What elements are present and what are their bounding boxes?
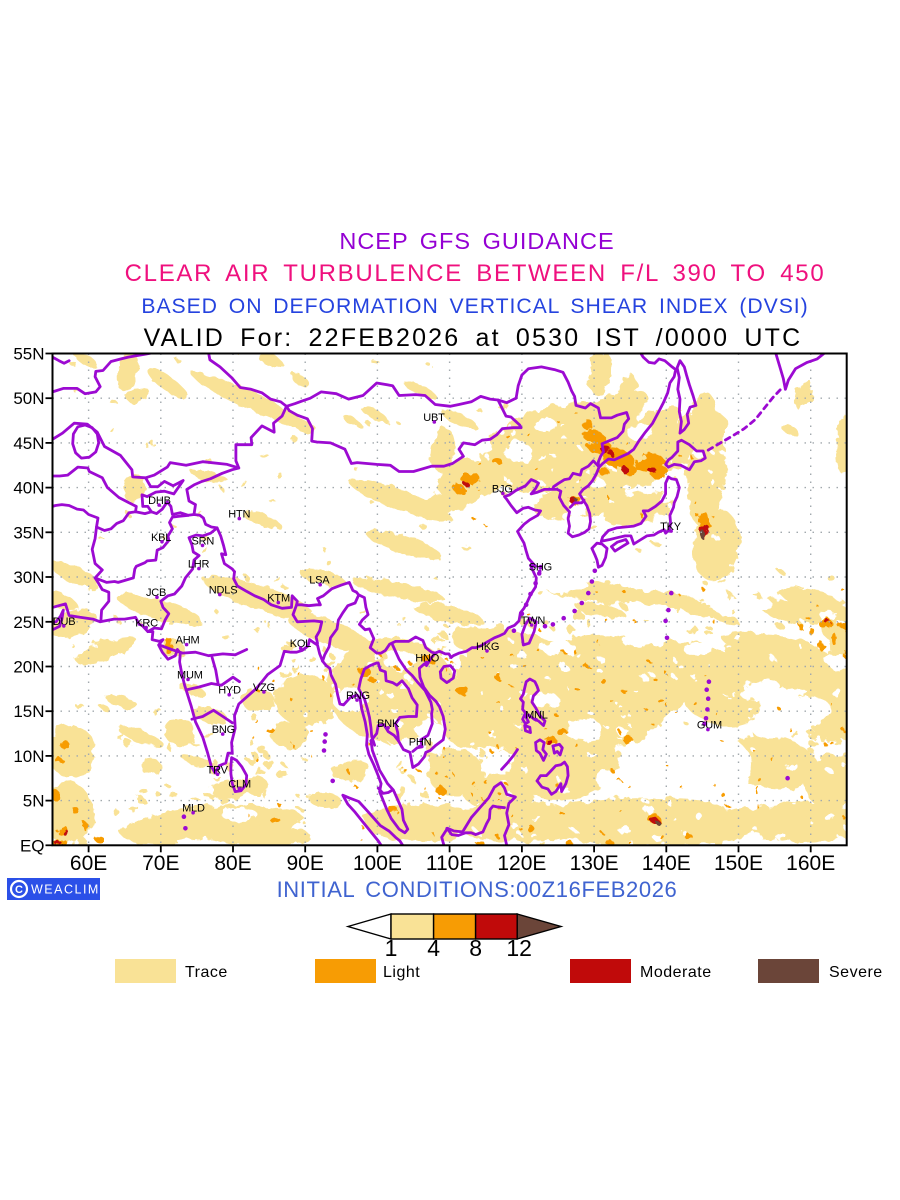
svg-text:150E: 150E — [714, 852, 763, 875]
svg-text:120E: 120E — [497, 852, 546, 875]
svg-text:4: 4 — [427, 935, 440, 961]
svg-text:MNL: MNL — [525, 710, 548, 722]
svg-text:Moderate: Moderate — [640, 964, 712, 981]
svg-text:BASED ON DEFORMATION VERTICAL: BASED ON DEFORMATION VERTICAL SHEAR INDE… — [141, 295, 808, 318]
svg-text:45N: 45N — [13, 434, 44, 453]
svg-text:70E: 70E — [142, 852, 179, 875]
svg-text:AHM: AHM — [176, 635, 200, 647]
svg-text:BJG: BJG — [492, 484, 513, 496]
svg-text:TKY: TKY — [660, 521, 682, 533]
svg-text:DUB: DUB — [53, 616, 76, 628]
svg-text:BNK: BNK — [377, 718, 400, 730]
svg-text:5N: 5N — [23, 792, 45, 811]
svg-text:KOL: KOL — [290, 638, 311, 650]
svg-text:MLD: MLD — [182, 803, 205, 815]
svg-text:UBT: UBT — [423, 412, 445, 424]
svg-text:PHN: PHN — [409, 737, 432, 749]
svg-text:20N: 20N — [13, 658, 44, 677]
svg-text:INITIAL CONDITIONS:00Z16FEB202: INITIAL CONDITIONS:00Z16FEB2026 — [277, 877, 678, 902]
svg-text:CLM: CLM — [228, 779, 251, 791]
svg-text:160E: 160E — [786, 852, 835, 875]
svg-text:Trace: Trace — [185, 964, 228, 981]
svg-text:90E: 90E — [287, 852, 324, 875]
svg-text:GUM: GUM — [697, 720, 722, 732]
svg-text:Light: Light — [383, 964, 420, 981]
svg-text:NCEP GFS GUIDANCE: NCEP GFS GUIDANCE — [339, 228, 614, 254]
svg-text:130E: 130E — [570, 852, 619, 875]
svg-text:35N: 35N — [13, 523, 44, 542]
svg-text:LHR: LHR — [188, 559, 210, 571]
svg-text:HYD: HYD — [218, 685, 241, 697]
svg-text:10N: 10N — [13, 747, 44, 766]
svg-text:KBL: KBL — [151, 532, 171, 544]
svg-text:NDLS: NDLS — [209, 585, 238, 597]
svg-text:30N: 30N — [13, 568, 44, 587]
svg-text:1: 1 — [385, 935, 398, 961]
svg-text:KRC: KRC — [135, 618, 158, 630]
svg-text:60E: 60E — [70, 852, 107, 875]
svg-text:HNO: HNO — [415, 653, 439, 665]
svg-text:LSA: LSA — [309, 575, 330, 587]
svg-text:DHB: DHB — [148, 495, 171, 507]
svg-text:TWN: TWN — [521, 615, 546, 627]
svg-text:HTN: HTN — [228, 509, 250, 521]
svg-text:40N: 40N — [13, 479, 44, 498]
svg-text:50N: 50N — [13, 389, 44, 408]
svg-text:TRV: TRV — [207, 764, 229, 776]
svg-text:KTM: KTM — [267, 593, 290, 605]
svg-text:BNG: BNG — [212, 724, 235, 736]
svg-text:12: 12 — [506, 935, 532, 961]
svg-text:55N: 55N — [13, 345, 44, 364]
svg-text:RNG: RNG — [346, 690, 370, 702]
svg-text:WEACLIM: WEACLIM — [31, 883, 100, 897]
svg-text:25N: 25N — [13, 613, 44, 632]
svg-text:EQ: EQ — [20, 836, 45, 855]
svg-text:C: C — [15, 884, 23, 896]
svg-text:SRN: SRN — [192, 535, 215, 547]
svg-text:JCB: JCB — [146, 587, 166, 599]
svg-text:80E: 80E — [214, 852, 251, 875]
svg-text:HKG: HKG — [476, 641, 499, 653]
svg-text:100E: 100E — [353, 852, 402, 875]
svg-text:Severe: Severe — [829, 964, 883, 981]
svg-text:VZG: VZG — [253, 682, 275, 694]
svg-text:VALID For: 22FEB2026 at 0530 I: VALID For: 22FEB2026 at 0530 IST /0000 U… — [144, 324, 803, 352]
svg-text:MUM: MUM — [177, 670, 203, 682]
svg-text:15N: 15N — [13, 702, 44, 721]
svg-text:140E: 140E — [642, 852, 691, 875]
svg-text:8: 8 — [469, 935, 482, 961]
svg-text:CLEAR AIR TURBULENCE BETWEEN F: CLEAR AIR TURBULENCE BETWEEN F/L 390 TO … — [125, 260, 826, 287]
svg-text:110E: 110E — [426, 852, 474, 875]
svg-text:SHG: SHG — [529, 561, 552, 573]
